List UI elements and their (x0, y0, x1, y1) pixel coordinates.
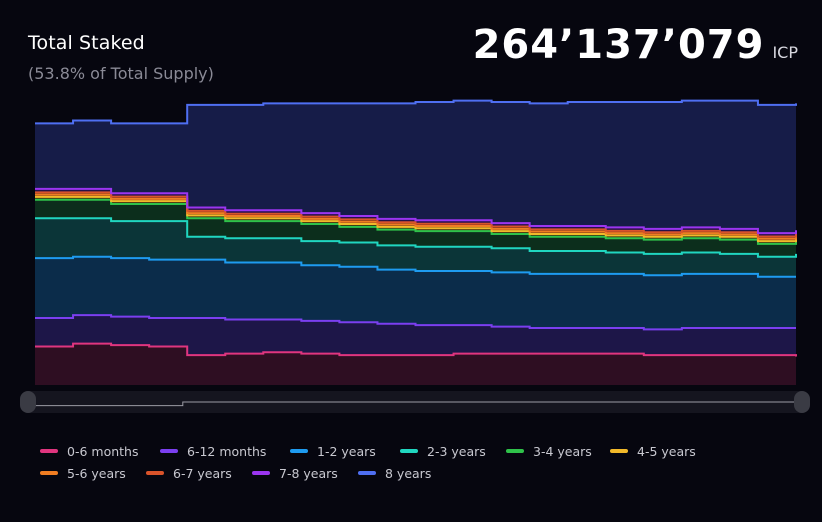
legend-label: 4-5 years (637, 443, 696, 459)
legend-item-5-6-years[interactable]: 5-6 years (40, 466, 146, 481)
total-staked-readout: 264’137’079 ICP (473, 22, 798, 68)
line-8-years (35, 99, 797, 125)
legend-label: 8 years (385, 465, 432, 481)
legend-swatch (358, 471, 376, 475)
legend-swatch (252, 471, 270, 475)
legend-swatch (160, 449, 178, 453)
range-slider-trace (28, 401, 802, 407)
legend-label: 1-2 years (317, 443, 376, 459)
area-1-2-years (35, 256, 796, 330)
legend-item-4-5-years[interactable]: 4-5 years (610, 444, 710, 459)
legend-label: 6-7 years (173, 465, 232, 481)
range-slider-track[interactable] (28, 391, 802, 413)
legend-item-3-4-years[interactable]: 3-4 years (506, 444, 610, 459)
legend-swatch (40, 449, 58, 453)
chart-legend: 0-6 months 6-12 months 1-2 years 2-3 years 3… (40, 440, 800, 484)
stacked-area-chart (35, 99, 797, 385)
legend-item-7-8-years[interactable]: 7-8 years (252, 466, 358, 481)
legend-swatch (146, 471, 164, 475)
line-0-6-months (35, 342, 797, 357)
legend-row: 5-6 years 6-7 years 7-8 years 8 years (40, 462, 800, 484)
legend-swatch (40, 471, 58, 475)
legend-swatch (506, 449, 524, 453)
total-staked-value: 264’137’079 (472, 22, 765, 68)
legend-item-6-7-years[interactable]: 6-7 years (146, 466, 252, 481)
line-2-3-years (35, 217, 797, 258)
legend-label: 5-6 years (67, 465, 126, 481)
range-slider-left-handle[interactable] (20, 391, 36, 413)
legend-swatch (290, 449, 308, 453)
legend-label: 2-3 years (427, 443, 486, 459)
legend-label: 7-8 years (279, 465, 338, 481)
line-6-7-years (35, 191, 797, 238)
chart-title: Total Staked (28, 32, 145, 54)
range-slider-preview (28, 401, 802, 407)
total-staked-unit: ICP (772, 43, 798, 62)
line-1-2-years (35, 255, 796, 278)
legend-item-8-years[interactable]: 8 years (358, 466, 458, 481)
legend-label: 6-12 months (187, 443, 267, 459)
legend-item-0-6-months[interactable]: 0-6 months (40, 444, 160, 459)
legend-swatch (400, 449, 418, 453)
range-slider[interactable] (20, 391, 810, 413)
legend-row: 0-6 months 6-12 months 1-2 years 2-3 years 3… (40, 440, 800, 462)
legend-item-2-3-years[interactable]: 2-3 years (400, 444, 506, 459)
area-6-12-months (35, 315, 796, 357)
range-slider-right-handle[interactable] (794, 391, 810, 413)
line-6-12-months (35, 314, 796, 331)
area-3-4-years (35, 199, 796, 257)
legend-label: 0-6 months (67, 443, 139, 459)
legend-item-6-12-months[interactable]: 6-12 months (160, 444, 290, 459)
legend-label: 3-4 years (533, 443, 592, 459)
legend-item-1-2-years[interactable]: 1-2 years (290, 444, 400, 459)
line-7-8-years (35, 187, 797, 235)
legend-swatch (610, 449, 628, 453)
chart-subtitle: (53.8% of Total Supply) (28, 64, 214, 83)
area-8-years (35, 100, 796, 234)
